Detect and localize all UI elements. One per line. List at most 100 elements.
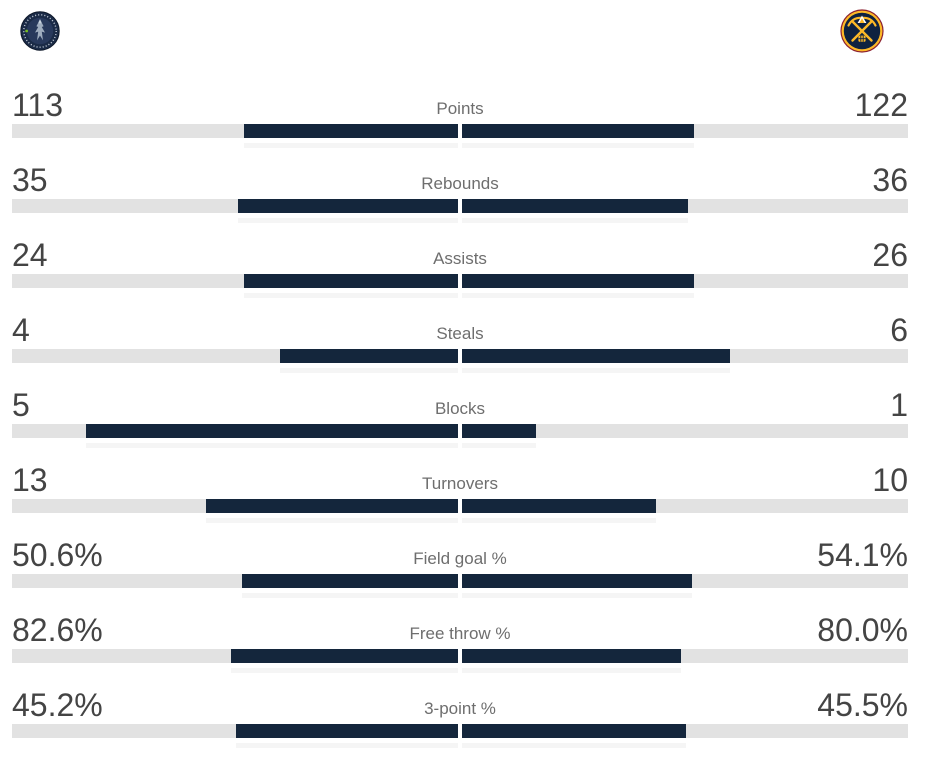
stat-row: 45.2% 3-point % 45.5%: [12, 686, 908, 748]
away-bar-fill: [231, 649, 458, 673]
stat-label: Free throw %: [409, 624, 511, 643]
stat-label: Assists: [433, 249, 487, 268]
away-value: 82.6%: [12, 612, 103, 648]
home-bar-fill: [462, 349, 730, 373]
stat-row-header: 4 Steals 6: [12, 311, 908, 349]
comparison-bar: [12, 274, 908, 298]
home-value: 6: [890, 312, 908, 348]
stat-row-header: 24 Assists 26: [12, 236, 908, 274]
home-value: 122: [854, 87, 908, 123]
comparison-bar: [12, 574, 908, 598]
stat-row-header: 5 Blocks 1: [12, 386, 908, 424]
home-value: 10: [872, 462, 908, 498]
bar-center-divider: [458, 424, 462, 438]
home-bar-track: [462, 424, 908, 448]
stat-row: 5 Blocks 1: [12, 386, 908, 448]
away-value: 35: [12, 162, 48, 198]
stat-row: 4 Steals 6: [12, 311, 908, 373]
stat-label: Turnovers: [422, 474, 498, 493]
home-bar-track: [462, 274, 908, 298]
comparison-bar: [12, 424, 908, 448]
away-value: 50.6%: [12, 537, 103, 573]
away-value: 45.2%: [12, 687, 103, 723]
home-bar-fill: [462, 424, 537, 448]
stats-rows: 113 Points 122 35 Rebounds 36: [12, 86, 908, 748]
away-bar-fill: [242, 574, 458, 598]
away-bar-fill: [86, 424, 458, 448]
stat-row: 50.6% Field goal % 54.1%: [12, 536, 908, 598]
stat-row: 82.6% Free throw % 80.0%: [12, 611, 908, 673]
team-logos-header: [12, 8, 908, 54]
away-value: 13: [12, 462, 48, 498]
stat-label: Rebounds: [421, 174, 499, 193]
away-bar-fill: [205, 499, 459, 523]
bar-center-divider: [458, 274, 462, 288]
home-bar-track: [462, 199, 908, 223]
away-bar-track: [12, 274, 459, 298]
home-value: 26: [872, 237, 908, 273]
home-bar-fill: [462, 499, 656, 523]
stat-row-header: 113 Points 122: [12, 86, 908, 124]
away-value: 113: [12, 87, 64, 123]
away-bar-track: [12, 574, 458, 598]
bar-center-divider: [458, 499, 462, 513]
bar-center-divider: [458, 574, 462, 588]
home-bar-fill: [462, 274, 694, 298]
stat-label: Points: [436, 99, 484, 118]
home-value: 45.5%: [817, 687, 908, 723]
away-bar-track: [12, 499, 459, 523]
comparison-bar: [12, 649, 908, 673]
home-bar-fill: [462, 724, 686, 748]
home-bar-fill: [462, 199, 689, 223]
comparison-bar: [12, 124, 908, 148]
away-value: 4: [12, 312, 30, 348]
stat-row-header: 45.2% 3-point % 45.5%: [12, 686, 908, 724]
away-bar-track: [12, 424, 458, 448]
stat-label: Blocks: [434, 399, 486, 418]
bar-center-divider: [458, 124, 462, 138]
home-value: 1: [890, 387, 908, 423]
away-bar-fill: [243, 274, 459, 298]
stat-row: 35 Rebounds 36: [12, 161, 908, 223]
stat-row-header: 82.6% Free throw % 80.0%: [12, 611, 908, 649]
away-value: 24: [12, 237, 48, 273]
stat-row-header: 50.6% Field goal % 54.1%: [12, 536, 908, 574]
away-bar-track: [12, 349, 459, 373]
comparison-bar: [12, 199, 908, 223]
away-bar-track: [12, 199, 458, 223]
comparison-bar: [12, 349, 908, 373]
home-bar-track: [462, 724, 908, 748]
bar-center-divider: [458, 349, 462, 363]
home-bar-track: [462, 574, 908, 598]
comparison-bar: [12, 499, 908, 523]
away-bar-fill: [243, 124, 459, 148]
away-bar-track: [12, 724, 459, 748]
stat-row: 24 Assists 26: [12, 236, 908, 298]
home-bar-track: [462, 649, 908, 673]
home-bar-fill: [462, 124, 694, 148]
away-bar-track: [12, 124, 459, 148]
home-bar-track: [462, 349, 908, 373]
bar-center-divider: [458, 199, 462, 213]
stat-row: 13 Turnovers 10: [12, 461, 908, 523]
stat-label: Steals: [436, 324, 484, 343]
away-bar-track: [12, 649, 458, 673]
away-bar-fill: [279, 349, 459, 373]
home-value: 80.0%: [817, 612, 908, 648]
stat-row: 113 Points 122: [12, 86, 908, 148]
stat-row-header: 13 Turnovers 10: [12, 461, 908, 499]
home-bar-fill: [462, 649, 682, 673]
away-value: 5: [12, 387, 30, 423]
away-bar-fill: [238, 199, 458, 223]
timberwolves-logo: [20, 11, 60, 51]
bar-center-divider: [458, 724, 462, 738]
comparison-bar: [12, 724, 908, 748]
stat-row-header: 35 Rebounds 36: [12, 161, 908, 199]
stat-label: 3-point %: [424, 699, 496, 718]
home-bar-fill: [462, 574, 693, 598]
home-value: 36: [872, 162, 908, 198]
home-bar-track: [462, 499, 908, 523]
bar-center-divider: [458, 649, 462, 663]
nuggets-logo: [840, 9, 884, 53]
